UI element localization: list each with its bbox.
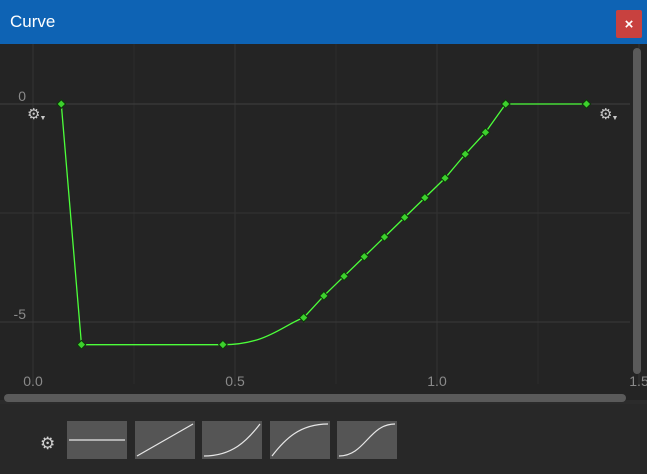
preset-flat[interactable] bbox=[67, 421, 127, 459]
keyframe-point[interactable] bbox=[419, 192, 430, 203]
x-tick-label: 1.5 bbox=[629, 373, 647, 389]
x-tick-label: 1.0 bbox=[427, 373, 447, 389]
keyframe-point[interactable] bbox=[56, 99, 67, 109]
keyframe-point[interactable] bbox=[500, 99, 511, 109]
keyframe-point[interactable] bbox=[339, 271, 350, 282]
x-tick-label: 0.0 bbox=[23, 373, 43, 389]
keyframe-point[interactable] bbox=[581, 99, 592, 109]
preset-linear-icon bbox=[136, 423, 194, 457]
keyframe-point[interactable] bbox=[298, 312, 309, 323]
close-button[interactable]: × bbox=[616, 10, 642, 38]
preset-ease-in-out[interactable] bbox=[337, 421, 397, 459]
y-tick-label: -5 bbox=[14, 306, 27, 322]
preset-flat-icon bbox=[69, 439, 125, 441]
curve-plot-svg[interactable]: 0 -5 0.0 0.5 1.0 1.5 bbox=[0, 44, 647, 400]
curve-editor-plot[interactable]: 0 -5 0.0 0.5 1.0 1.5 bbox=[0, 44, 647, 400]
keyframe-point[interactable] bbox=[359, 251, 370, 262]
y-tick-label: 0 bbox=[18, 88, 26, 104]
keyframe-point[interactable] bbox=[480, 127, 491, 138]
preset-ease-in-icon bbox=[203, 423, 261, 457]
preset-ease-in[interactable] bbox=[202, 421, 262, 459]
keyframe-point[interactable] bbox=[399, 212, 410, 223]
presets-gear-icon[interactable]: ⚙ bbox=[40, 434, 56, 453]
title-bar: Curve × bbox=[0, 0, 647, 44]
vertical-scrollbar[interactable] bbox=[633, 48, 641, 374]
preset-ease-out[interactable] bbox=[270, 421, 330, 459]
close-icon: × bbox=[624, 15, 634, 33]
keyframe-point[interactable] bbox=[460, 149, 471, 160]
keyframe-point[interactable] bbox=[318, 290, 329, 301]
preset-linear[interactable] bbox=[135, 421, 195, 459]
keyframe-point[interactable] bbox=[379, 232, 390, 242]
keyframe-point[interactable] bbox=[440, 173, 451, 184]
horizontal-scrollbar[interactable] bbox=[4, 394, 626, 402]
preset-ease-in-out-icon bbox=[338, 423, 396, 457]
right-tangent-gear-icon[interactable]: ⚙ ▼ bbox=[599, 106, 619, 123]
keyframe-point[interactable] bbox=[76, 339, 87, 350]
left-tangent-gear-icon[interactable]: ⚙ ▼ bbox=[27, 106, 47, 123]
x-tick-label: 0.5 bbox=[225, 373, 245, 389]
keyframe-point[interactable] bbox=[217, 339, 228, 350]
curve-line bbox=[60, 103, 587, 346]
window-title: Curve bbox=[10, 12, 56, 31]
preset-ease-out-icon bbox=[271, 423, 329, 457]
